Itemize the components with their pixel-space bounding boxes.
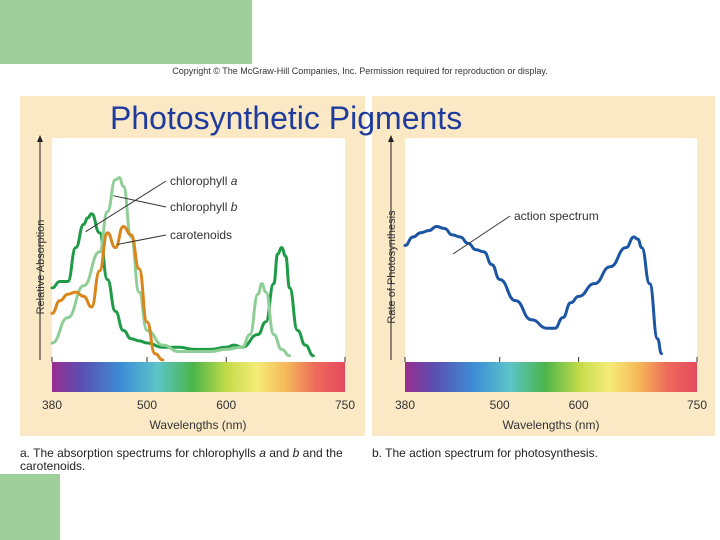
panel-a-y-axis-label: Relative Absorption — [35, 220, 47, 315]
annotation-label-text: chlorophyll — [170, 174, 231, 188]
caption-panel-a: a. The absorption spectrums for chloroph… — [20, 447, 360, 473]
decorative-green-block-bottom — [0, 474, 60, 540]
panel-a-x-axis-label: Wavelengths (nm) — [150, 418, 247, 432]
slide-title: Photosynthetic Pigments — [110, 100, 463, 136]
x-tick-label: 600 — [569, 398, 589, 412]
caption-panel-b: b. The action spectrum for photosynthesi… — [372, 446, 598, 460]
panel-b-plot-area — [405, 138, 697, 362]
annotation-label: chlorophyll a — [170, 174, 238, 188]
annotation-leader-line — [113, 195, 167, 208]
panel-b-y-axis-label: Rate of Photosynthesis — [386, 210, 398, 324]
annotation-label-text: chlorophyll — [170, 200, 231, 214]
x-tick-label: 500 — [137, 398, 157, 412]
x-tick-label: 750 — [335, 398, 355, 412]
annotation-leader-line — [117, 234, 167, 245]
annotation-label-italic: b — [231, 200, 238, 214]
panel-a-y-axis-arrow — [37, 135, 43, 142]
panel-a-series — [50, 176, 315, 362]
series-line-action-spectrum — [403, 224, 663, 356]
x-tick-label: 380 — [42, 398, 62, 412]
x-tick-label: 380 — [395, 398, 415, 412]
panel-b-x-ticks: 380 500 600 750 — [395, 357, 707, 412]
decorative-green-block-top — [0, 0, 252, 64]
x-tick-label: 600 — [216, 398, 236, 412]
x-tick-label: 750 — [687, 398, 707, 412]
annotation-label: carotenoids — [170, 228, 232, 242]
series-line-carotenoids — [50, 224, 165, 362]
x-tick-label: 500 — [490, 398, 510, 412]
panel-b-annotations: action spectrum — [452, 209, 599, 255]
caption-a-prefix: a. The absorption spectrums for chloroph… — [20, 446, 260, 460]
annotation-label-italic: a — [231, 174, 238, 188]
panel-b-series — [403, 224, 663, 356]
caption-a-suffix: and the carotenoids. — [20, 446, 343, 473]
caption-a-italic-a: a — [259, 446, 266, 460]
annotation-leader-line — [452, 215, 511, 255]
caption-a-mid: and — [265, 446, 293, 460]
panel-b: Rate of Photosynthesis Wavelengths (nm) … — [372, 96, 715, 436]
annotation-label: chlorophyll b — [170, 200, 238, 214]
annotation-label-text: carotenoids — [170, 228, 232, 242]
panel-b-spectrum-bar — [405, 362, 697, 392]
series-line-chlorophyll-a — [50, 212, 315, 358]
panel-b-x-axis-label: Wavelengths (nm) — [503, 418, 600, 432]
annotation-label-text: action spectrum — [514, 209, 599, 223]
panel-b-y-axis-arrow — [388, 135, 394, 142]
series-line-chlorophyll-b — [50, 176, 292, 358]
panel-a-plot-area — [52, 138, 345, 362]
annotation-label: action spectrum — [514, 209, 599, 223]
panel-a: Relative Absorption Wavelengths (nm) 380… — [20, 96, 365, 436]
copyright-notice: Copyright © The McGraw-Hill Companies, I… — [172, 66, 548, 76]
annotation-leader-line — [85, 180, 167, 233]
caption-a-italic-b: b — [292, 446, 300, 460]
panel-a-spectrum-bar — [52, 362, 345, 392]
panel-a-x-ticks: 380 500 600 750 — [42, 357, 355, 412]
